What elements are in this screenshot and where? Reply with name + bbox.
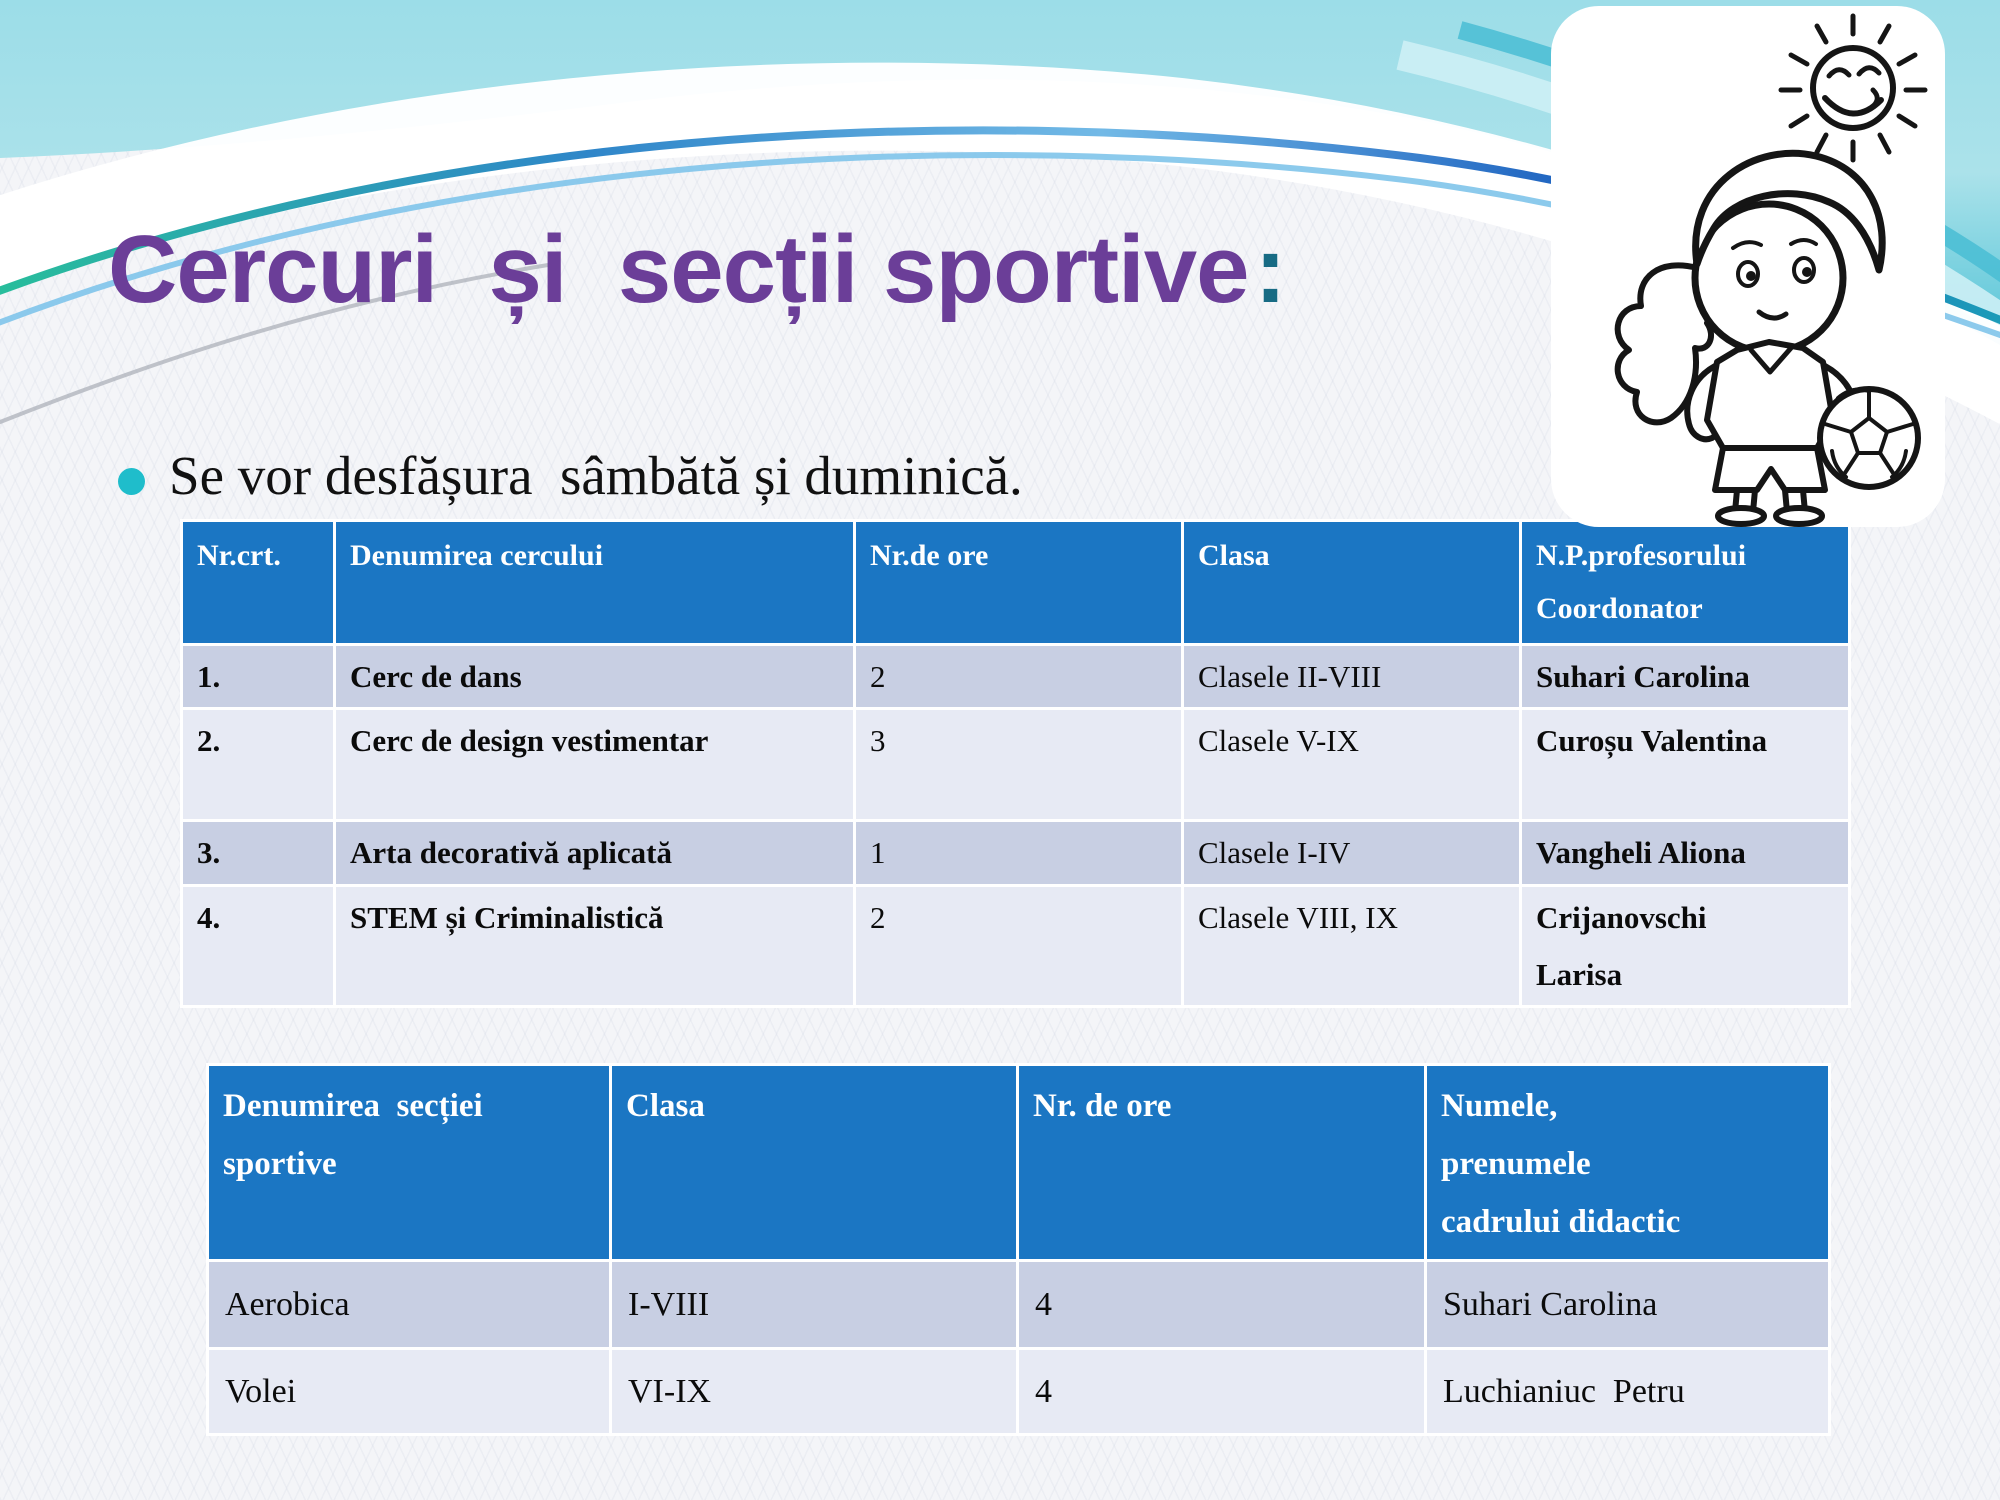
sun-icon — [1778, 13, 1928, 163]
sports-sections-table-cell-r1c3: Luchianiuc Petru — [1424, 1347, 1831, 1437]
sports-sections-table-cell-r1c1: VI-IX — [609, 1347, 1019, 1437]
girl-illustration-panel — [1551, 6, 1945, 527]
circles-table-cell-r1c3: Clasele V-IX — [1181, 707, 1522, 823]
circles-table-row-0: 1. Cerc de dans 2 Clasele II-VIII Suhari Car… — [180, 642, 1851, 711]
sports-sections-table-cell-r1c2: 4 — [1016, 1347, 1427, 1437]
circles-table-row-3: 4. STEM și Criminalistică 2 Clasele VIII, I… — [180, 883, 1851, 1009]
sports-sections-table-cell-r0c0: Aerobica — [206, 1259, 612, 1351]
circles-table-cell-r0c0: 1. — [180, 642, 336, 711]
sports-sections-table: Denumirea secției sportive Clasa Nr. de or… — [206, 1062, 1831, 1437]
circles-table-cell-r2c0: 3. — [180, 819, 336, 887]
circles-table-cell-r3c0: 4. — [180, 883, 336, 1009]
bullet-text: Se vor desfășura sâmbătă și duminică. — [169, 445, 1023, 506]
ponytail — [1614, 262, 1714, 426]
sports-sections-table-row-1: Volei VI-IX 4 Luchianiuc Petru — [206, 1347, 1831, 1437]
circles-table-cell-r3c4: Crijanovschi Larisa — [1519, 883, 1851, 1009]
circles-table-header-3: Clasa — [1181, 519, 1522, 646]
soccer-ball-icon — [1817, 386, 1921, 490]
circles-table-row-1: 2. Cerc de design vestimentar 3 Clasele V-I… — [180, 707, 1851, 823]
circles-table-cell-r2c2: 1 — [853, 819, 1184, 887]
circles-table-cell-r0c1: Cerc de dans — [333, 642, 856, 711]
sports-sections-table-header-1: Clasa — [609, 1062, 1019, 1263]
girl-figure — [1614, 149, 1886, 527]
sports-sections-table-cell-r0c1: I-VIII — [609, 1259, 1019, 1351]
sports-sections-table-cell-r1c0: Volei — [206, 1347, 612, 1437]
circles-table-cell-r2c4: Vangheli Aliona — [1519, 819, 1851, 887]
circles-table-cell-r1c1: Cerc de design vestimentar — [333, 707, 856, 823]
circles-table-cell-r1c0: 2. — [180, 707, 336, 823]
sports-sections-table-cell-r0c2: 4 — [1016, 1259, 1427, 1351]
circles-table-header-4: N.P.profesorului Coordonator — [1519, 519, 1851, 646]
circles-table-cell-r0c2: 2 — [853, 642, 1184, 711]
sports-sections-table-header-0: Denumirea secției sportive — [206, 1062, 612, 1263]
bullet-icon — [118, 468, 145, 495]
page-title-colon: : — [1254, 216, 1287, 323]
page-title: Cercuri și secții sportive: — [108, 212, 1287, 327]
circles-table-row-2: 3. Arta decorativă aplicată 1 Clasele I-IV V… — [180, 819, 1851, 887]
sports-sections-table-row-0: Aerobica I-VIII 4 Suhari Carolina — [206, 1259, 1831, 1351]
circles-table-cell-r2c1: Arta decorativă aplicată — [333, 819, 856, 887]
page-title-text: Cercuri și secții sportive — [108, 216, 1249, 323]
left-shoe — [1715, 505, 1767, 527]
circles-table-cell-r2c3: Clasele I-IV — [1181, 819, 1522, 887]
sports-sections-table-header-2: Nr. de ore — [1016, 1062, 1427, 1263]
accent-curve-gray — [0, 261, 561, 425]
shorts — [1712, 445, 1828, 493]
circles-table-cell-r1c4: Curoșu Valentina — [1519, 707, 1851, 823]
girl-illustration — [1614, 13, 1928, 527]
circles-table-cell-r3c3: Clasele VIII, IX — [1181, 883, 1522, 1009]
circles-table-cell-r1c2: 3 — [853, 707, 1184, 823]
shirt — [1704, 339, 1836, 451]
sports-sections-table-cell-r0c3: Suhari Carolina — [1424, 1259, 1831, 1351]
circles-table-cell-r0c3: Clasele II-VIII — [1181, 642, 1522, 711]
circles-table-header-1: Denumirea cercului — [333, 519, 856, 646]
circles-table: Nr.crt. Denumirea cercului Nr.de ore Clasa N… — [180, 519, 1851, 1009]
hair — [1692, 149, 1886, 274]
circles-table-cell-r3c2: 2 — [853, 883, 1184, 1009]
circles-table-header-2: Nr.de ore — [853, 519, 1184, 646]
sports-sections-table-header-3: Numele, prenumele cadrului didactic — [1424, 1062, 1831, 1263]
right-shoe — [1773, 505, 1825, 527]
circles-table-cell-r3c1: STEM și Criminalistică — [333, 883, 856, 1009]
bullet-line: Se vor desfășura sâmbătă și duminică. — [118, 442, 1023, 511]
circles-table-header-0: Nr.crt. — [180, 519, 336, 646]
circles-table-cell-r0c4: Suhari Carolina — [1519, 642, 1851, 711]
